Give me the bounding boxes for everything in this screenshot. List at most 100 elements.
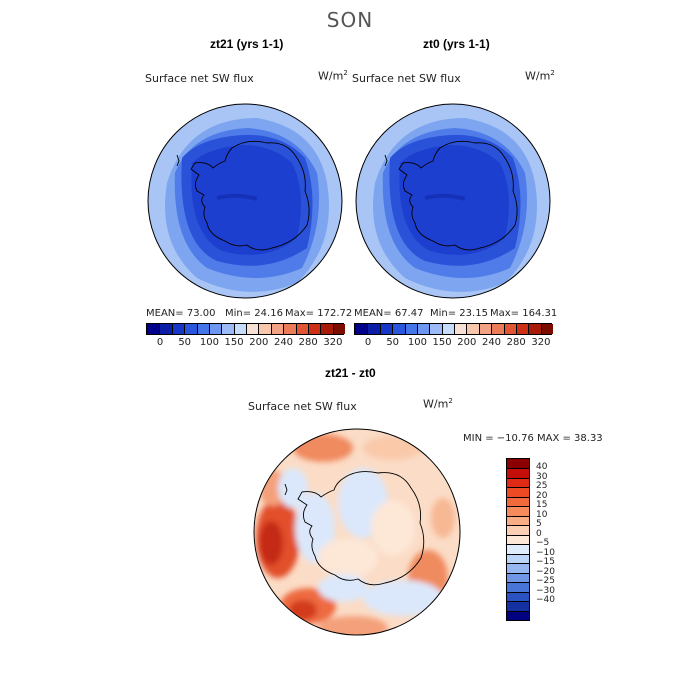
colorbar-swatch	[283, 324, 296, 334]
colorbar-tick-label: −15	[536, 557, 555, 568]
colorbar-swatch	[507, 572, 529, 583]
panel1-mean: MEAN= 73.00	[146, 308, 216, 319]
colorbar-swatch	[367, 324, 380, 334]
colorbar-tick-label: −10	[536, 547, 555, 558]
colorbar-tick-label: −25	[536, 576, 555, 587]
panel1-max: Max= 172.72	[285, 308, 353, 319]
colorbar-swatch	[507, 506, 529, 516]
season-title: SON	[326, 8, 374, 32]
polar-map-zt21	[147, 103, 343, 299]
colorbar-tick-label: 150	[432, 337, 452, 348]
colorbar-swatch	[507, 591, 529, 602]
colorbar-swatch	[441, 324, 454, 334]
colorbar-tick-label: 100	[407, 337, 427, 348]
colorbar-tick-label: 0	[156, 337, 164, 348]
colorbar-swatch	[507, 563, 529, 573]
colorbar-tick-label: −5	[536, 538, 550, 549]
colorbar-zt21	[146, 323, 345, 335]
colorbar-tick-label: 0	[364, 337, 372, 348]
panel2-min: Min= 23.15	[430, 308, 488, 319]
colorbar-swatch	[507, 601, 529, 611]
colorbar-swatch	[503, 324, 516, 334]
panel-title-zt21: zt21 (yrs 1-1)	[210, 37, 284, 51]
diff-min-max: MIN = −10.76 MAX = 38.33	[463, 433, 603, 444]
polar-map-zt0	[355, 103, 551, 299]
colorbar-swatch	[147, 324, 160, 334]
colorbar-swatch	[528, 324, 541, 334]
colorbar-swatch	[392, 324, 405, 334]
colorbar-tick-label: 0	[536, 528, 542, 539]
colorbar-swatch	[507, 534, 529, 545]
colorbar-tick-label: 280	[506, 337, 526, 348]
colorbar-swatch	[355, 324, 368, 334]
colorbar-zt0	[354, 323, 553, 335]
colorbar-diff	[506, 458, 530, 621]
colorbar-swatch	[270, 324, 284, 334]
colorbar-swatch	[196, 324, 209, 334]
colorbar-tick-label: 240	[481, 337, 502, 348]
colorbar-tick-label: 30	[536, 471, 548, 482]
colorbar-tick-label: 5	[536, 519, 542, 530]
colorbar-swatch	[184, 324, 197, 334]
colorbar-tick-label: 100	[199, 337, 219, 348]
panel-title-diff: zt21 - zt0	[325, 366, 376, 380]
colorbar-tick-label: 50	[178, 337, 192, 348]
panel2-mean: MEAN= 67.47	[354, 308, 424, 319]
antarctica-coastline	[297, 471, 425, 586]
antarctica-coastline	[398, 140, 518, 251]
colorbar-tick-label: 50	[386, 337, 400, 348]
colorbar-swatch	[507, 553, 529, 564]
colorbar-tick-label: 200	[457, 337, 477, 348]
colorbar-swatch	[478, 324, 492, 334]
colorbar-swatch	[416, 324, 430, 334]
colorbar-swatch	[429, 324, 442, 334]
colorbar-swatch	[159, 324, 172, 334]
colorbar-tick-label: −20	[536, 566, 555, 577]
colorbar-swatch	[233, 324, 246, 334]
colorbar-swatch	[507, 610, 529, 620]
colorbar-swatch	[295, 324, 308, 334]
panel2-max: Max= 164.31	[490, 308, 558, 319]
colorbar-swatch	[404, 324, 417, 334]
panel2-variable-label: Surface net SW flux	[352, 72, 461, 85]
colorbar-swatch	[507, 544, 529, 554]
panel1-variable-label: Surface net SW flux	[145, 72, 254, 85]
colorbar-swatch	[221, 324, 234, 334]
colorbar-tick-label: 320	[531, 337, 551, 348]
colorbar-swatch	[507, 525, 529, 535]
colorbar-swatch	[379, 324, 393, 334]
colorbar-swatch	[507, 515, 529, 526]
colorbar-tick-label: −30	[536, 585, 555, 596]
colorbar-tick-label: 200	[249, 337, 269, 348]
colorbar-swatch	[491, 324, 504, 334]
colorbar-swatch	[507, 477, 529, 488]
colorbar-tick-label: 25	[536, 481, 548, 492]
colorbar-swatch	[507, 487, 529, 497]
colorbar-tick-label: 150	[224, 337, 244, 348]
colorbar-swatch	[515, 324, 529, 334]
colorbar-tick-label: 280	[298, 337, 318, 348]
colorbar-swatch	[171, 324, 185, 334]
polar-map-diff	[253, 428, 461, 636]
diff-units: W/m2	[423, 397, 453, 411]
diff-variable-label: Surface net SW flux	[248, 400, 357, 413]
colorbar-swatch	[208, 324, 222, 334]
colorbar-tick-label: 320	[323, 337, 343, 348]
colorbar-tick-label: 20	[536, 490, 548, 501]
colorbar-swatch	[540, 324, 553, 334]
colorbar-tick-label: 15	[536, 500, 548, 511]
colorbar-swatch	[246, 324, 259, 334]
colorbar-tick-label: 10	[536, 509, 548, 520]
colorbar-swatch	[307, 324, 321, 334]
colorbar-swatch	[507, 582, 529, 592]
antarctica-coastline	[190, 140, 310, 251]
colorbar-swatch	[507, 468, 529, 478]
panel1-min: Min= 24.16	[225, 308, 283, 319]
panel-title-zt0: zt0 (yrs 1-1)	[423, 37, 490, 51]
colorbar-tick-label: 240	[273, 337, 294, 348]
colorbar-tick-label: 40	[536, 462, 548, 473]
colorbar-swatch	[320, 324, 333, 334]
colorbar-swatch	[332, 324, 345, 334]
panel1-units: W/m2	[318, 69, 348, 83]
colorbar-swatch	[258, 324, 271, 334]
